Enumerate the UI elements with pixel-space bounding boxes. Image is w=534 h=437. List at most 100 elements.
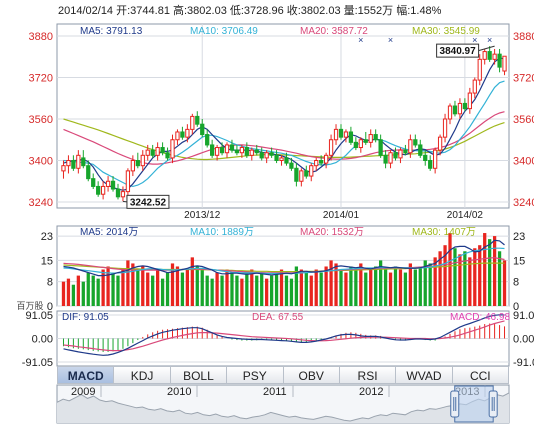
candle-body xyxy=(333,128,339,141)
volume-tick-left: 0 xyxy=(47,301,53,313)
candle-body xyxy=(492,53,497,60)
volume-bar xyxy=(473,248,477,306)
volume-bar xyxy=(364,272,368,306)
candle-body xyxy=(353,141,358,149)
volume-bar xyxy=(433,257,437,306)
annotation-box xyxy=(436,43,480,58)
volume-bar xyxy=(210,278,214,306)
candle-body xyxy=(185,128,190,138)
volume-bar xyxy=(151,275,155,306)
date-axis: 2013/12 2014/01 2014/02 xyxy=(184,210,483,221)
overview-line xyxy=(56,392,510,422)
candle-body xyxy=(269,152,274,156)
candle-body xyxy=(120,191,126,198)
volume-tick-left: 23 xyxy=(41,231,53,243)
candle-body xyxy=(447,105,453,120)
header-close: 收:3802.03 xyxy=(284,3,341,17)
volume-bar xyxy=(91,275,95,306)
tab-macd[interactable]: MACD xyxy=(57,366,115,384)
candle-body xyxy=(457,102,463,115)
candle-body xyxy=(304,170,309,177)
macd-tick-left: -91.05 xyxy=(22,357,53,369)
volume-bar xyxy=(458,254,462,306)
tab-psy[interactable]: PSY xyxy=(227,366,284,384)
candle-body xyxy=(224,144,230,154)
volume-tick-right: 0 xyxy=(513,301,519,313)
candle-body xyxy=(398,149,403,159)
candle-body xyxy=(214,147,220,156)
candle-body xyxy=(180,131,185,138)
volume-bar xyxy=(403,272,408,306)
candle-body xyxy=(294,167,299,182)
candle-body xyxy=(477,58,482,81)
tab-kdj[interactable]: KDJ xyxy=(114,366,171,384)
macd-legend-entry: DIF: 91.05 xyxy=(62,312,109,323)
candle-body xyxy=(338,128,344,138)
candle-body xyxy=(403,149,408,154)
candle-body xyxy=(264,152,269,159)
volume-bar xyxy=(205,275,209,306)
overview-window-range[interactable] xyxy=(454,385,494,423)
candle-body xyxy=(239,147,245,154)
legend-entry: MA10: 3706.49 xyxy=(190,26,258,37)
candle-body xyxy=(348,131,354,143)
volume-bar xyxy=(76,275,80,306)
volume-bar xyxy=(175,266,180,306)
candle-body xyxy=(428,160,433,169)
price-tick-right: 3560 xyxy=(513,114,534,126)
overview-window[interactable] xyxy=(450,385,498,423)
candle-body xyxy=(328,139,334,156)
volume-bar xyxy=(309,275,313,306)
volume-bar xyxy=(319,272,323,306)
legend-entry: MA20: 1532万 xyxy=(300,227,364,238)
volume-bar xyxy=(121,269,125,306)
candle-body xyxy=(462,102,468,110)
legend-entry: MA10: 1889万 xyxy=(190,227,254,238)
event-marker: × xyxy=(472,35,477,45)
tab-wvad[interactable]: WVAD xyxy=(396,366,453,384)
volume-bar xyxy=(160,278,165,306)
volume-legend: MA5: 2014万 MA10: 1889万 MA20: 1532万 MA30: 14… xyxy=(80,227,476,238)
date-tick-label: 2014/01 xyxy=(323,210,360,221)
tab-cci[interactable]: CCI xyxy=(452,366,509,384)
volume-bar xyxy=(383,269,388,306)
tab-boll[interactable]: BOLL xyxy=(170,366,228,384)
volume-bar xyxy=(250,269,254,306)
volume-bar xyxy=(230,272,234,306)
candle-body xyxy=(368,134,373,143)
candle-panel-frame xyxy=(56,23,510,209)
volume-ma5-line xyxy=(63,239,505,277)
candle-body xyxy=(323,154,329,164)
candle-body xyxy=(309,165,314,177)
candle-body xyxy=(502,55,507,72)
volume-bar xyxy=(195,266,199,306)
quote-header: 2014/02/14 开:3744.81 高:3802.03 低:3728.96… xyxy=(58,3,442,17)
candle-body xyxy=(150,149,155,156)
macd-tick-right: 0.00 xyxy=(513,334,534,346)
overview-drag-handle[interactable] xyxy=(450,390,460,418)
volume-bar xyxy=(269,275,274,306)
ma5-line xyxy=(63,57,505,191)
volume-bar xyxy=(463,251,467,306)
candle-body xyxy=(467,92,472,110)
volume-bar xyxy=(502,260,507,306)
volume-bar xyxy=(260,272,264,306)
macd-legend-entry: MACD: 46.98 xyxy=(450,312,510,323)
macd-tick-left: 91.05 xyxy=(25,310,53,322)
volume-bar xyxy=(255,275,259,306)
overview-year-label: 2011 xyxy=(263,386,287,398)
tab-obv[interactable]: OBV xyxy=(283,366,340,384)
price-tick-right: 3400 xyxy=(513,156,534,168)
tab-rsi[interactable]: RSI xyxy=(339,366,397,384)
volume-tick-right: 23 xyxy=(513,231,525,243)
volume-tick-right: 8 xyxy=(513,277,519,289)
volume-bar xyxy=(126,260,130,306)
volume-bar xyxy=(284,275,289,306)
volume-bar xyxy=(61,281,66,306)
candle-body xyxy=(195,115,200,125)
candle-body xyxy=(125,170,131,193)
candle-body xyxy=(358,139,363,149)
volume-bar xyxy=(299,269,303,306)
overview-drag-handle[interactable] xyxy=(488,390,498,418)
legend-entry: MA5: 3791.13 xyxy=(80,26,143,37)
